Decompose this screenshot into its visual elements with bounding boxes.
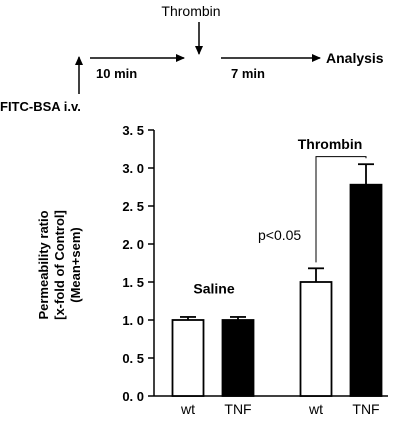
group-label-thrombin: Thrombin bbox=[298, 136, 363, 152]
injection-label: FITC-BSA i.v. bbox=[0, 99, 81, 114]
x-category-label: wt bbox=[308, 401, 323, 416]
bar-saline-wt bbox=[171, 319, 205, 397]
endpoint-label: Analysis bbox=[326, 50, 384, 66]
y-axis-label-line-2: [x-fold of Control] bbox=[52, 210, 67, 320]
y-tick-label: 0. 5 bbox=[122, 351, 144, 366]
y-axis-label: Permeability ratio [x-fold of Control] (… bbox=[36, 210, 83, 320]
y-tick-label: 3. 5 bbox=[122, 123, 144, 138]
bar-thrombin-tnf bbox=[349, 183, 383, 397]
y-tick-label: 2. 5 bbox=[122, 199, 144, 214]
bar-thrombin-wt bbox=[299, 281, 333, 397]
interval-2-label: 7 min bbox=[231, 66, 265, 81]
group-label-saline: Saline bbox=[193, 280, 234, 296]
interval-1-label: 10 min bbox=[96, 66, 137, 81]
protocol-timeline: Thrombin FITC-BSA i.v. 10 min 7 min Anal… bbox=[0, 3, 384, 114]
y-tick-label: 1. 0 bbox=[122, 313, 144, 328]
labels: wt TNF Saline wt TNF Thrombin p<0.05 bbox=[180, 136, 380, 417]
x-category-label: TNF bbox=[352, 401, 379, 416]
bars bbox=[171, 163, 383, 397]
y-tick-label: 3. 0 bbox=[122, 161, 144, 176]
x-category-label: TNF bbox=[224, 401, 251, 416]
stimulus-label: Thrombin bbox=[161, 3, 220, 19]
y-ticks: 0. 0 0. 5 1. 0 1. 5 2. 0 2. 5 3. 0 3. 5 bbox=[122, 123, 154, 404]
significance-label: p<0.05 bbox=[258, 227, 301, 243]
y-axis-label-line-1: Permeability ratio bbox=[36, 210, 51, 319]
y-axis-label-line-3: (Mean+sem) bbox=[68, 227, 83, 303]
y-tick-label: 1. 5 bbox=[122, 275, 144, 290]
x-category-label: wt bbox=[180, 401, 195, 416]
y-tick-label: 0. 0 bbox=[122, 389, 144, 404]
y-tick-label: 2. 0 bbox=[122, 237, 144, 252]
bar-saline-tnf bbox=[221, 319, 255, 397]
significance-bracket bbox=[315, 156, 367, 263]
